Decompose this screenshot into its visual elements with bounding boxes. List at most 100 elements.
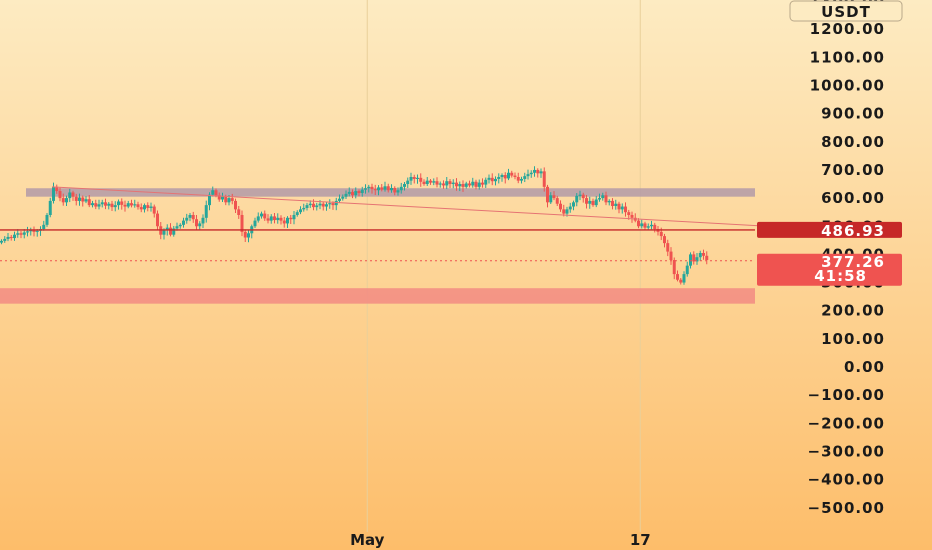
candle-body	[646, 226, 650, 228]
candle-body	[149, 206, 153, 208]
candle-body	[435, 181, 439, 185]
candle-body	[289, 217, 293, 220]
y-tick-label: −400.00	[808, 471, 885, 489]
candle-body	[16, 233, 20, 235]
candle-body	[19, 233, 23, 235]
candle-body	[474, 181, 478, 187]
time-axis[interactable]: May 17	[350, 531, 651, 549]
candle-body	[185, 217, 189, 221]
candle-body	[461, 184, 465, 187]
candle-body	[269, 216, 273, 221]
candle-body	[237, 209, 241, 215]
candle-body	[318, 203, 322, 206]
candle-body	[373, 189, 377, 191]
candle-body	[614, 203, 618, 206]
candle-body	[182, 220, 185, 225]
candle-body	[146, 205, 150, 208]
y-tick-label: 600.00	[821, 189, 885, 207]
candle-body	[536, 169, 540, 174]
candle-body	[412, 176, 416, 179]
candle-body	[643, 223, 647, 228]
candle-body	[341, 196, 345, 199]
candle-body	[247, 233, 250, 238]
price-zones	[0, 188, 755, 304]
candle-body	[591, 200, 595, 206]
candle-body	[191, 214, 195, 220]
price-line-badge-label: 486.93	[821, 222, 885, 240]
candle-body	[107, 203, 111, 206]
candle-body	[227, 198, 231, 203]
candle-body	[523, 176, 527, 179]
candle-body	[477, 182, 481, 187]
candle-body	[312, 203, 315, 208]
candle-body	[351, 191, 354, 196]
candle-body	[685, 265, 689, 275]
candle-body	[35, 230, 39, 232]
candle-body	[666, 243, 670, 252]
candle-body	[55, 186, 59, 192]
candle-body	[588, 200, 592, 204]
candle-body	[555, 198, 559, 204]
candle-body	[659, 231, 663, 237]
candle-body	[22, 232, 26, 235]
y-tick-label: 1100.00	[810, 48, 885, 66]
price-zone	[26, 188, 755, 197]
candle-body	[546, 186, 549, 203]
candle-body	[58, 191, 62, 199]
candle-body	[113, 205, 117, 208]
candle-body	[604, 195, 608, 203]
candle-body	[650, 224, 653, 227]
candle-body	[393, 187, 397, 193]
candle-body	[178, 224, 182, 227]
candle-body	[500, 175, 504, 177]
candle-body	[432, 181, 436, 183]
candle-body	[455, 182, 458, 187]
y-tick-label: 100.00	[821, 330, 885, 348]
candle-body	[399, 186, 403, 191]
y-tick-label: −500.00	[808, 499, 885, 517]
candle-body	[516, 176, 520, 181]
candle-body	[377, 187, 380, 191]
candle-body	[172, 228, 176, 235]
candle-body	[607, 200, 611, 203]
candle-body	[130, 203, 133, 206]
candle-body	[594, 199, 598, 206]
candle-body	[169, 227, 172, 235]
candle-body	[156, 213, 159, 227]
candle-body	[390, 187, 393, 191]
candle-body	[468, 183, 471, 186]
y-tick-label: 0.00	[844, 358, 885, 376]
candle-body	[195, 219, 198, 227]
candle-body	[188, 214, 192, 218]
candle-body	[640, 223, 644, 227]
candle-body	[598, 198, 601, 200]
currency-label-box[interactable]: USDT	[789, 0, 903, 22]
candle-body	[419, 177, 423, 182]
candle-body	[334, 200, 338, 206]
candle-body	[438, 183, 442, 185]
candle-body	[503, 175, 507, 179]
y-tick-label: 900.00	[821, 105, 885, 123]
candle-body	[162, 230, 166, 235]
candle-body	[581, 194, 585, 199]
candle-body	[611, 200, 614, 206]
candle-body	[65, 198, 68, 203]
candle-body	[136, 204, 140, 208]
overlays	[0, 186, 820, 262]
candle-body	[104, 202, 107, 206]
candle-body	[78, 197, 81, 201]
y-tick-label: 200.00	[821, 302, 885, 320]
candle-body	[396, 190, 400, 193]
candle-body	[276, 217, 280, 221]
candle-body	[52, 186, 55, 201]
candle-body	[110, 203, 114, 208]
candle-body	[481, 182, 484, 185]
candle-body	[84, 199, 88, 202]
x-tick-label: 17	[630, 531, 651, 549]
candle-body	[32, 230, 36, 232]
candle-body	[68, 192, 72, 199]
candle-body	[263, 213, 267, 219]
candle-body	[416, 177, 419, 179]
